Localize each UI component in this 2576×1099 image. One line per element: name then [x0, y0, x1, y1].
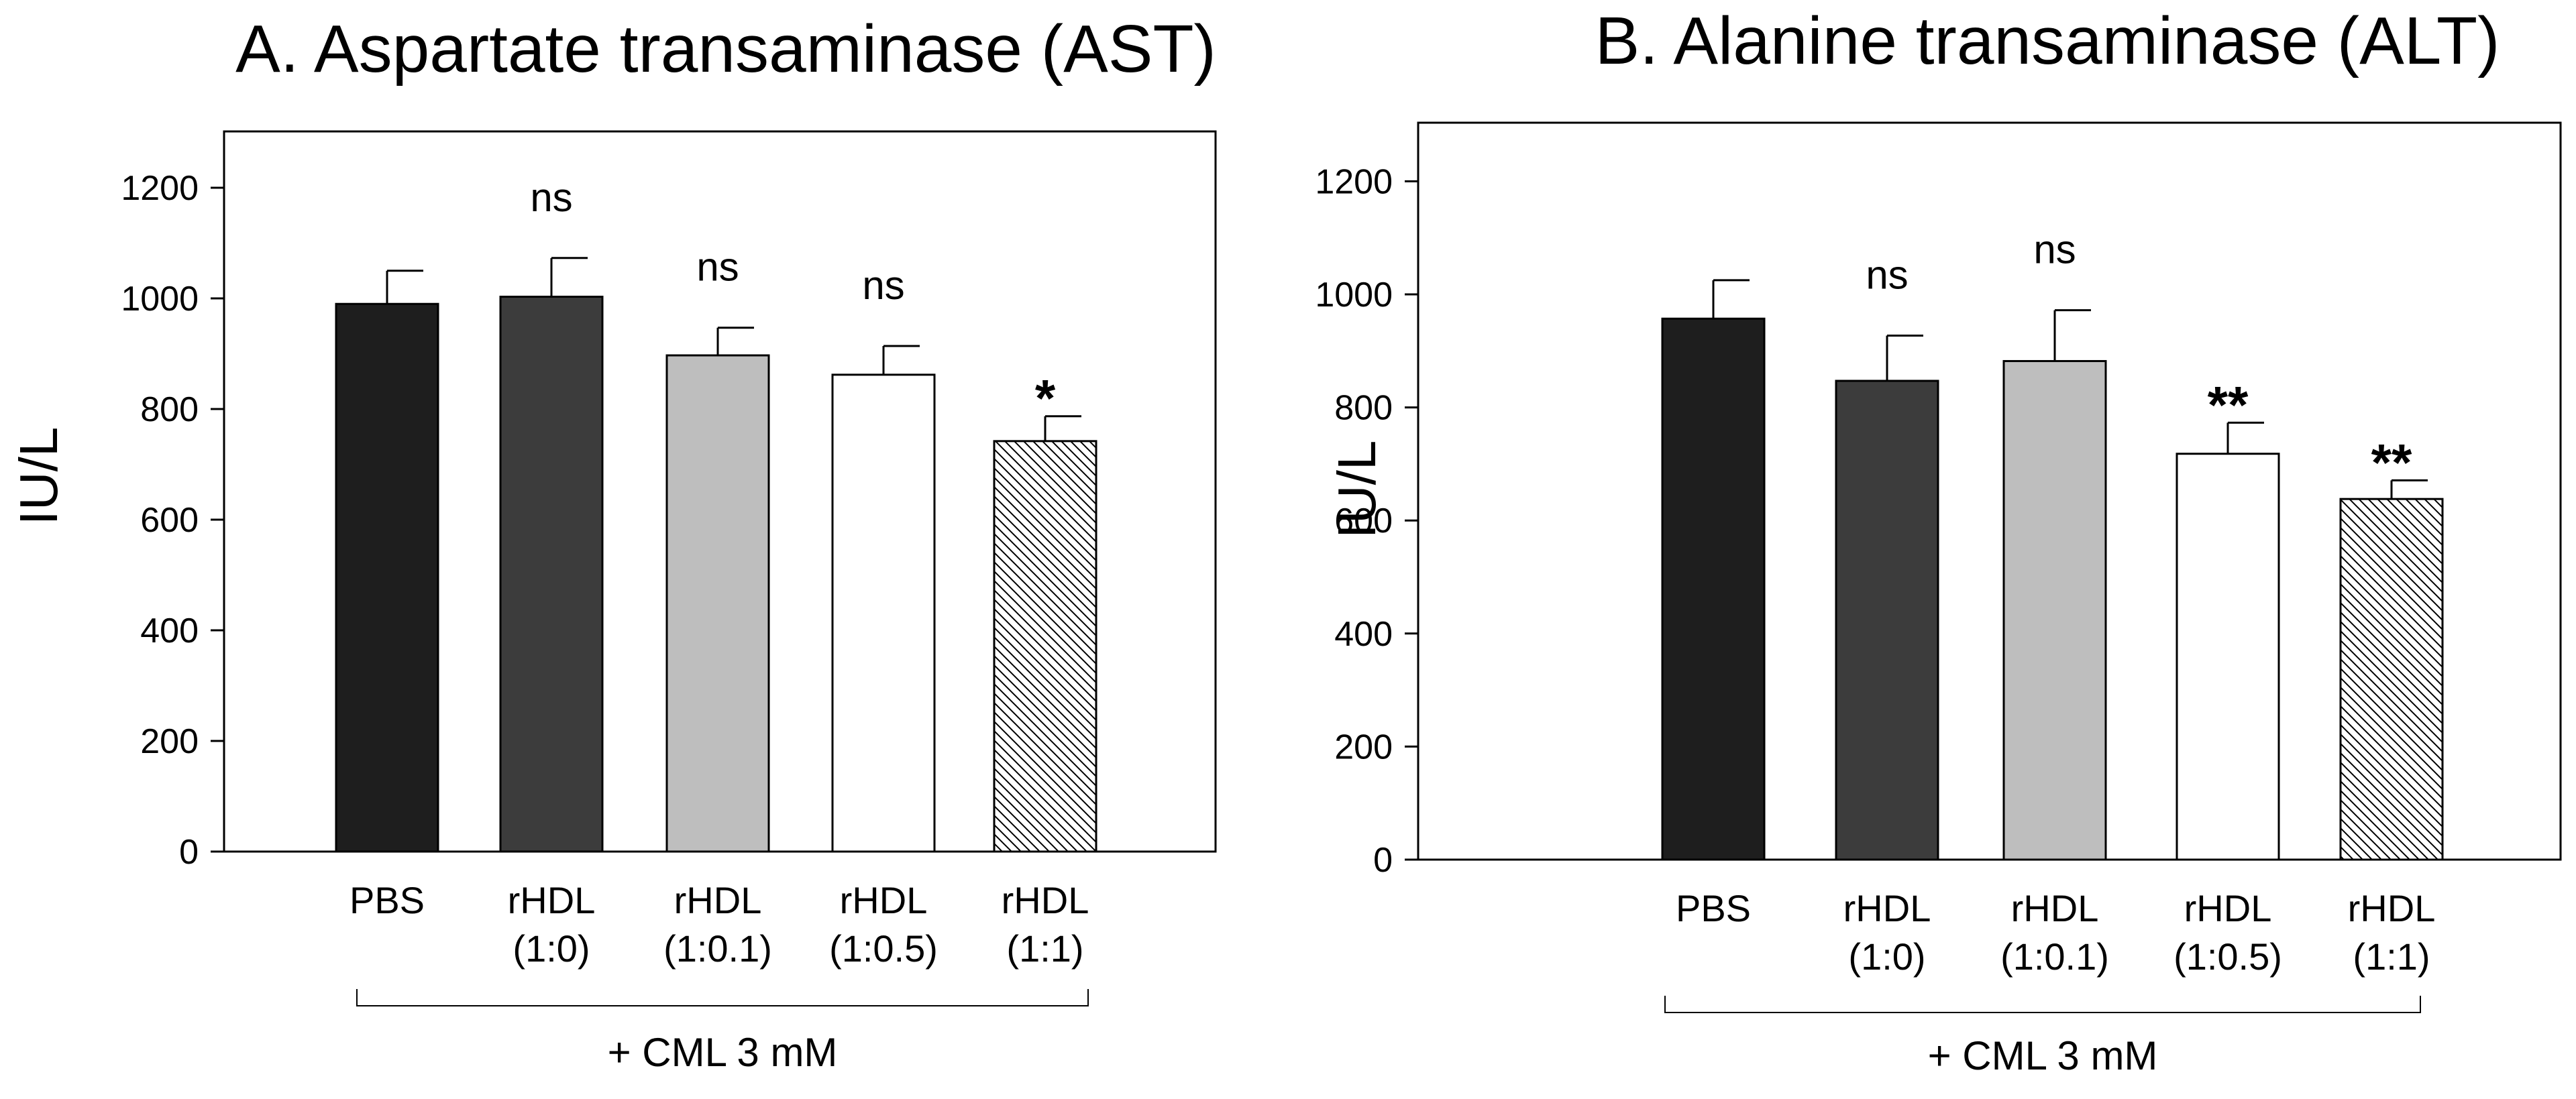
x-tick-label: (1:0): [1848, 935, 1925, 978]
x-tick-label: rHDL: [1002, 879, 1089, 921]
x-tick-label: (1:0.5): [2174, 935, 2282, 978]
bar: [831, 373, 936, 853]
x-tick-label: PBS: [350, 879, 425, 921]
y-tick-label: 1200: [121, 169, 199, 208]
significance-label: **: [2371, 432, 2412, 491]
x-tick-label: (1:0.5): [829, 927, 938, 970]
bar: [2002, 359, 2107, 861]
x-tick-label: (1:1): [1006, 927, 1083, 970]
panel-ast: A. Aspartate transaminase (AST) 0 200 400 60…: [9, 11, 1217, 1075]
y-tick-label: 200: [1334, 728, 1393, 766]
x-tick-label: (1:0.1): [2000, 935, 2109, 978]
x-tick-label: rHDL: [2184, 887, 2272, 929]
treatment-bracket: [356, 989, 1089, 1006]
x-tick-label: PBS: [1676, 887, 1751, 929]
treatment-label: + CML 3 mM: [608, 1030, 838, 1075]
significance-label: ns: [862, 263, 904, 308]
y-tick-label: 400: [1334, 615, 1393, 654]
bar: [993, 440, 1097, 853]
y-axis-label: IU/L: [9, 427, 68, 526]
y-tick-label: 0: [179, 833, 199, 872]
x-tick-label: rHDL: [508, 879, 596, 921]
treatment-bracket: [1664, 996, 2421, 1013]
bar: [335, 302, 439, 853]
y-tick-label: 400: [140, 612, 199, 650]
x-tick-label: rHDL: [840, 879, 928, 921]
bar: [1661, 317, 1766, 861]
bar: [2339, 498, 2444, 861]
x-tick-label: (1:1): [2353, 935, 2430, 978]
bar: [1835, 380, 1939, 861]
y-tick-label: 600: [140, 501, 199, 540]
y-tick-label: 1200: [1315, 162, 1393, 201]
significance-label: ns: [2033, 227, 2076, 272]
significance-label: ns: [530, 175, 572, 220]
y-tick-label: 0: [1373, 841, 1393, 880]
chart-title: A. Aspartate transaminase (AST): [235, 11, 1216, 86]
x-tick-label: rHDL: [1843, 887, 1931, 929]
panel-alt: B. Alanine transaminase (ALT) 0 200 400 600 8…: [1315, 3, 2562, 1078]
y-tick-label: 200: [140, 722, 199, 761]
chart-title: B. Alanine transaminase (ALT): [1595, 3, 2500, 78]
y-tick-label: 800: [140, 390, 199, 429]
x-tick-label: rHDL: [674, 879, 762, 921]
significance-label: ns: [1866, 253, 1908, 298]
plot-frame: [1417, 121, 2562, 861]
bar: [2176, 453, 2280, 861]
y-tick-label: 1000: [121, 280, 199, 319]
x-tick-label: (1:0): [513, 927, 590, 970]
y-tick-label: 1000: [1315, 276, 1393, 314]
x-tick-label: (1:0.1): [663, 927, 772, 970]
y-tick-label: 600: [1334, 502, 1393, 540]
y-tick-label: 800: [1334, 389, 1393, 428]
y-axis-label: IU/L: [1327, 441, 1387, 539]
bar: [665, 354, 770, 853]
x-tick-label: rHDL: [2011, 887, 2099, 929]
significance-label: ns: [696, 245, 739, 290]
significance-label: *: [1035, 369, 1056, 428]
x-tick-label: rHDL: [2348, 887, 2436, 929]
treatment-label: + CML 3 mM: [1928, 1033, 2158, 1078]
significance-label: **: [2208, 375, 2249, 434]
bar: [499, 296, 604, 853]
